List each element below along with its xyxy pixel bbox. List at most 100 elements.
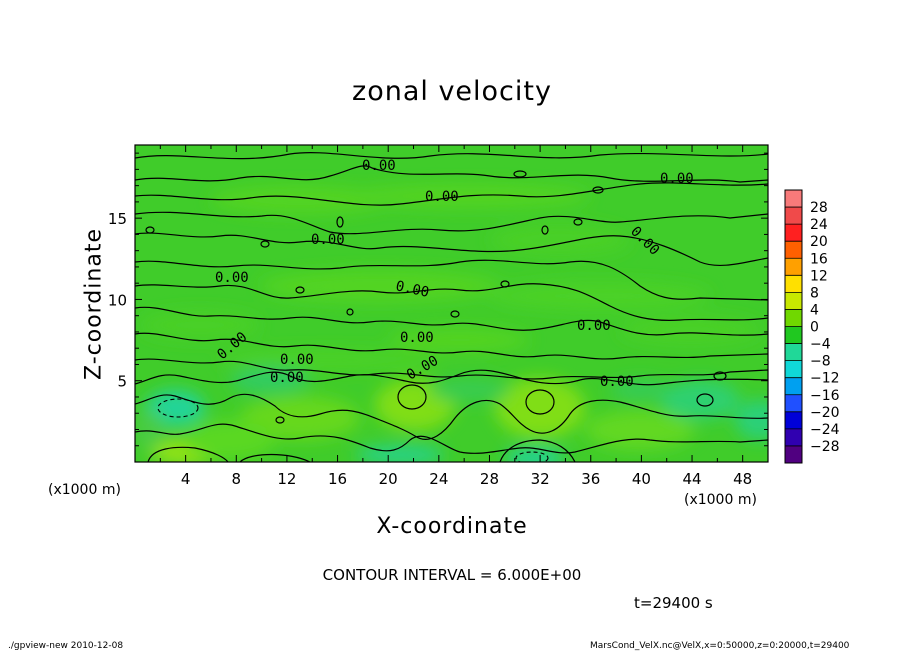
- colorbar-label: −4: [810, 337, 831, 353]
- plot-frame: [134, 144, 769, 463]
- contour-loop: [397, 384, 427, 410]
- contour-loop: [541, 225, 549, 235]
- y-tick-label: 10: [108, 291, 127, 309]
- colorbar-label: 16: [810, 251, 828, 267]
- contour-line: [135, 211, 768, 235]
- colorbar-label: 0: [810, 320, 819, 336]
- colorbar-swatch: [785, 292, 802, 310]
- contour-line: [135, 232, 768, 267]
- velocity-field: 0.00 0.00 0.00 0.00 0.00 0.00 0.00 0.00 …: [135, 145, 768, 462]
- contour-line: [135, 332, 768, 360]
- x-tick-label: 12: [277, 470, 296, 488]
- contour-negative: [515, 451, 549, 462]
- contour-loop: [525, 389, 555, 415]
- contour-loop: [275, 416, 285, 424]
- colorbar-swatch: [785, 309, 802, 327]
- contour-loop: [336, 216, 344, 228]
- footer-source: MarsCond_VelX.nc@VelX,x=0:50000,z=0:2000…: [590, 641, 850, 651]
- contour-line: [239, 453, 311, 462]
- contour-loop: [450, 310, 460, 318]
- x-tick-label: 20: [379, 470, 398, 488]
- colorbar-swatch: [785, 377, 802, 396]
- colorbar-label: 8: [810, 285, 819, 301]
- contour-line: [499, 439, 576, 462]
- contour-line: [135, 423, 768, 454]
- x-axis-unit: (x1000 m): [684, 492, 757, 508]
- contour-loop: [713, 371, 727, 381]
- colorbar-swatch: [785, 275, 802, 293]
- colorbar-swatch: [785, 360, 802, 379]
- x-tick-label: 24: [429, 470, 448, 488]
- contour-lines: [135, 152, 768, 462]
- footer-program: ./gpview-new 2010-12-08: [8, 641, 124, 651]
- colorbar-label: 12: [810, 268, 828, 284]
- colorbar-swatch: [785, 411, 802, 430]
- colorbar-label: −12: [810, 371, 840, 387]
- negative-contours: [157, 398, 549, 462]
- colorbar-label: 20: [810, 234, 828, 250]
- contour-label: 0.00: [660, 171, 694, 187]
- colorbar-label: −20: [810, 405, 840, 421]
- colorbar-swatch: [785, 428, 802, 447]
- contour-negative: [157, 398, 199, 418]
- x-ticks: 4 8 12 16 20 24 28 32 36 40 44 48: [134, 145, 769, 488]
- colorbar-swatch: [785, 343, 802, 362]
- colorbar-label: 24: [810, 217, 828, 233]
- field-shading: [135, 184, 768, 462]
- contour-label: 0.00: [425, 189, 459, 205]
- colorbar-swatch: [785, 445, 802, 464]
- colorbar-swatch: [785, 241, 802, 259]
- contour-line: [135, 152, 768, 160]
- x-tick-label: 40: [632, 470, 651, 488]
- contour-loop: [513, 170, 527, 178]
- contour-line: [135, 165, 768, 183]
- y-tick-label: 15: [108, 210, 127, 228]
- contour-label: 0.00: [600, 374, 634, 390]
- contour-loop: [573, 218, 583, 226]
- contour-label: 0.00: [577, 318, 611, 334]
- contour-loop: [145, 226, 155, 234]
- x-tick-label: 44: [682, 470, 701, 488]
- contour-line: [135, 393, 768, 440]
- contour-label: 0.00: [400, 330, 434, 346]
- x-tick-label: 28: [480, 470, 499, 488]
- contour-line: [135, 182, 768, 206]
- colorbar-swatch: [785, 326, 802, 345]
- contour-interval-text: CONTOUR INTERVAL = 6.000E+00: [322, 566, 582, 584]
- colorbar-swatch: [785, 258, 802, 276]
- time-text: t=29400 s: [634, 594, 713, 612]
- x-tick-label: 8: [232, 470, 242, 488]
- contour-line: [135, 369, 768, 386]
- y-axis-unit: (x1000 m): [48, 482, 121, 498]
- x-tick-label: 48: [733, 470, 752, 488]
- colorbar-swatch: [785, 224, 802, 242]
- contour-line: [135, 358, 768, 380]
- contour-loop: [346, 308, 354, 316]
- colorbar-label: −28: [810, 439, 840, 455]
- colorbar-swatch: [785, 207, 802, 225]
- x-tick-label: 16: [328, 470, 347, 488]
- contour-label: 0.00: [362, 158, 396, 174]
- contour-label: 0.00: [280, 352, 314, 368]
- contour-line: [135, 283, 768, 321]
- contour-loop: [696, 393, 714, 407]
- y-ticks: 5 10 15: [108, 152, 768, 447]
- colorbar-swatch: [785, 394, 802, 413]
- contour-label: 0.00: [394, 278, 430, 301]
- contour-line: [135, 259, 768, 301]
- colorbar-label: 28: [810, 200, 828, 216]
- x-tick-label: 32: [531, 470, 550, 488]
- colorbar-label: −8: [810, 354, 831, 370]
- contour-label: 0.00: [215, 270, 249, 286]
- x-tick-label: 36: [581, 470, 600, 488]
- colorbar-swatch: [785, 190, 802, 208]
- y-tick-label: 5: [117, 373, 127, 391]
- contour-label: 0.00: [311, 232, 345, 248]
- chart-title: zonal velocity: [352, 76, 552, 107]
- colorbar-label: 4: [810, 302, 819, 318]
- contour-loop: [592, 186, 604, 194]
- contour-line: [147, 446, 229, 462]
- contour-line: [135, 306, 768, 336]
